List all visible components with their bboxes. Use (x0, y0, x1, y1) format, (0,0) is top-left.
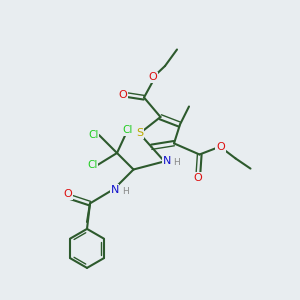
Text: N: N (163, 156, 171, 167)
Text: O: O (216, 142, 225, 152)
Text: O: O (63, 189, 72, 199)
Text: N: N (110, 184, 119, 195)
Text: O: O (118, 89, 127, 100)
Text: H: H (173, 158, 180, 167)
Text: O: O (148, 72, 158, 82)
Text: Cl: Cl (122, 125, 133, 135)
Text: Cl: Cl (87, 160, 97, 170)
Text: S: S (136, 128, 143, 139)
Text: O: O (194, 173, 202, 183)
Text: H: H (122, 187, 129, 196)
Text: Cl: Cl (88, 130, 99, 140)
